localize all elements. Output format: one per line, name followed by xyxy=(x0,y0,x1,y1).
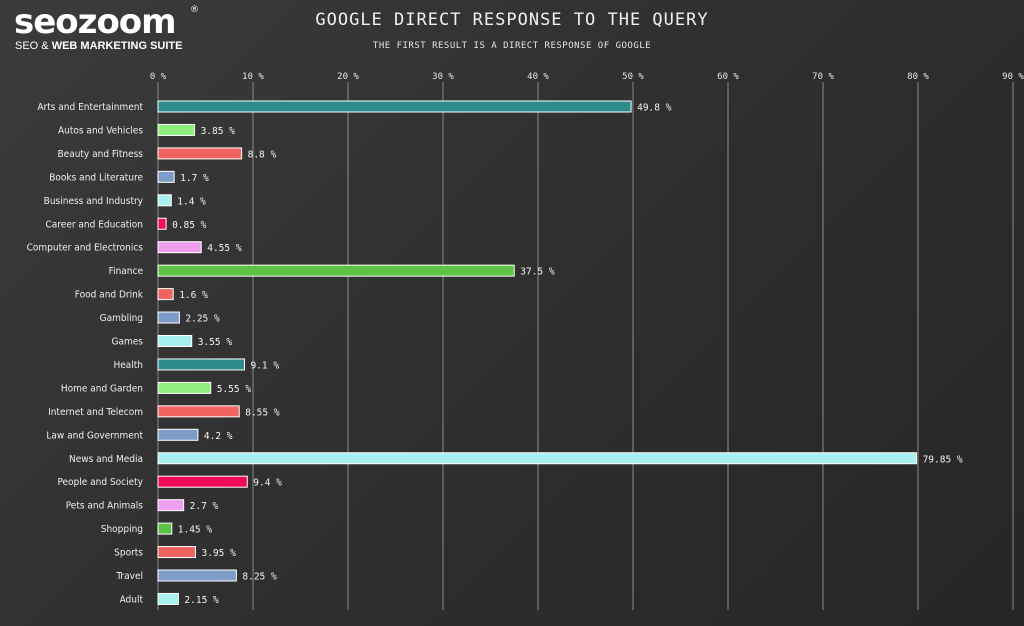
bar xyxy=(157,311,180,324)
category-label: Computer and Electronics xyxy=(27,243,144,254)
bar xyxy=(157,123,196,136)
grid-lines xyxy=(157,82,1014,610)
x-tick-label: 20 % xyxy=(337,72,359,82)
value-label: 3.55 % xyxy=(198,337,233,348)
bar xyxy=(157,194,172,207)
brand-tagline-plain: SEO & xyxy=(15,40,52,52)
bar xyxy=(157,100,632,113)
value-labels: 49.8 % 3.85 % 8.8 % 1.7 % 1.4 % 0.85 % 4.55 % 3… xyxy=(172,103,963,606)
category-label: Games xyxy=(112,337,144,348)
bar xyxy=(157,170,175,183)
bar xyxy=(157,428,199,441)
value-label: 8.8 % xyxy=(248,149,277,160)
value-label: 8.55 % xyxy=(245,407,280,418)
x-tick-label: 0 % xyxy=(150,72,167,82)
category-label: News and Media xyxy=(69,454,143,465)
category-label: Travel xyxy=(115,571,143,582)
x-axis-ticks: 0 % 10 % 20 % 30 % 40 % 50 % 60 % 70 % 80 % 90 % xyxy=(150,72,1024,82)
category-label: Law and Government xyxy=(46,430,143,441)
bar xyxy=(157,405,240,418)
x-tick-label: 70 % xyxy=(812,72,834,82)
bar xyxy=(157,241,202,254)
category-label: Food and Drink xyxy=(75,290,144,301)
x-tick-label: 80 % xyxy=(907,72,929,82)
value-label: 9.1 % xyxy=(250,360,279,371)
value-label: 1.45 % xyxy=(178,525,213,536)
x-tick-label: 40 % xyxy=(527,72,549,82)
category-label: Arts and Entertainment xyxy=(37,102,143,113)
value-label: 2.25 % xyxy=(185,314,220,325)
chart-title: GOOGLE DIRECT RESPONSE TO THE QUERY xyxy=(315,10,709,30)
bar xyxy=(157,264,515,277)
value-label: 0.85 % xyxy=(172,220,207,231)
value-label: 1.7 % xyxy=(180,173,209,184)
x-tick-label: 60 % xyxy=(717,72,739,82)
category-label: Home and Garden xyxy=(61,383,143,394)
value-label: 1.6 % xyxy=(179,290,208,301)
value-label: 37.5 % xyxy=(520,267,555,278)
category-label: Books and Literature xyxy=(49,172,143,183)
category-label: Sports xyxy=(114,548,143,559)
x-tick-label: 50 % xyxy=(622,72,644,82)
value-label: 1.4 % xyxy=(177,196,206,207)
bar xyxy=(157,592,179,605)
category-label: Pets and Animals xyxy=(66,501,144,512)
bar xyxy=(157,569,237,582)
bar xyxy=(157,335,193,347)
bar xyxy=(157,217,167,230)
category-label: Business and Industry xyxy=(44,196,144,207)
category-label: Finance xyxy=(109,266,144,277)
value-label: 2.7 % xyxy=(190,501,219,512)
value-label: 3.95 % xyxy=(202,548,237,559)
category-label: Adult xyxy=(120,594,144,605)
value-label: 5.55 % xyxy=(217,384,252,395)
bar xyxy=(157,475,248,488)
value-label: 4.55 % xyxy=(207,243,242,254)
bar xyxy=(157,522,173,535)
x-tick-label: 10 % xyxy=(242,72,264,82)
value-label: 9.4 % xyxy=(253,478,282,489)
category-label: Autos and Vehicles xyxy=(58,125,143,136)
bar xyxy=(157,546,197,559)
bar xyxy=(157,147,243,160)
value-label: 4.2 % xyxy=(204,431,233,442)
value-label: 79.85 % xyxy=(923,454,963,465)
category-label: Career and Education xyxy=(46,219,143,230)
x-tick-label: 90 % xyxy=(1002,72,1024,82)
bar xyxy=(157,288,174,301)
category-labels: Arts and Entertainment Autos and Vehicles… xyxy=(27,102,144,605)
brand-logo: seozoom ® SEO & WEB MARKETING SUITE xyxy=(14,4,199,54)
value-label: 8.25 % xyxy=(242,572,277,583)
x-tick-label: 30 % xyxy=(432,72,454,82)
category-label: Health xyxy=(113,360,143,371)
bar xyxy=(157,499,185,512)
brand-tagline: SEO & WEB MARKETING SUITE xyxy=(15,40,182,52)
category-label: Beauty and Fitness xyxy=(57,149,143,160)
category-label: Shopping xyxy=(101,524,143,535)
category-label: People and Society xyxy=(57,477,143,488)
chart-subtitle: THE FIRST RESULT IS A DIRECT RESPONSE OF… xyxy=(372,41,652,51)
bar xyxy=(157,358,245,371)
bars xyxy=(157,100,918,605)
brand-name: seozoom xyxy=(14,2,177,42)
category-label: Gambling xyxy=(100,313,143,324)
value-label: 3.85 % xyxy=(201,126,236,137)
bar xyxy=(157,381,212,394)
bar xyxy=(157,452,918,465)
brand-tagline-bold: WEB MARKETING SUITE xyxy=(51,40,183,52)
value-label: 2.15 % xyxy=(184,595,219,606)
registered-mark: ® xyxy=(190,5,199,15)
category-label: Internet and Telecom xyxy=(48,407,143,418)
value-label: 49.8 % xyxy=(637,103,672,114)
